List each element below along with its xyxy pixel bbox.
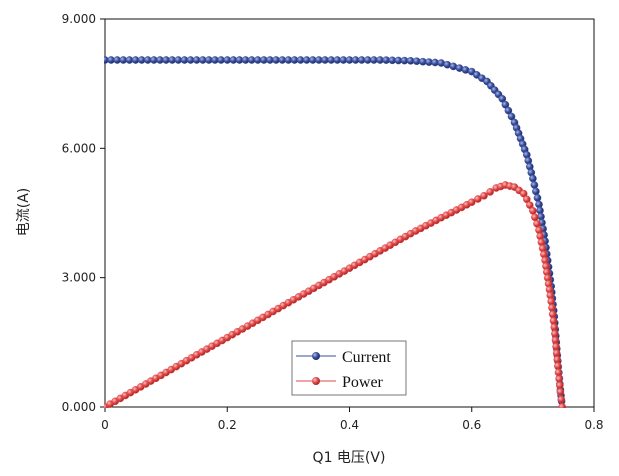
data-point-current: [529, 174, 537, 183]
x-tick-label: 0: [101, 418, 109, 432]
y-axis-ticks: 0.000 3.000 6.000 9.000: [62, 12, 105, 414]
data-point-power: [554, 368, 563, 377]
data-point-current: [498, 95, 507, 103]
data-point-power: [480, 191, 488, 200]
data-point-power: [547, 297, 556, 306]
data-point-power: [552, 349, 561, 357]
x-tick-label: 0.4: [340, 418, 359, 432]
y-tick-label: 3.000: [62, 271, 96, 285]
legend-current-marker: [312, 352, 320, 360]
data-point-power: [551, 329, 559, 338]
data-point-current: [532, 187, 540, 196]
x-tick-label: 0.6: [462, 418, 481, 432]
legend-power-label: Power: [342, 374, 384, 391]
data-point-power: [556, 381, 564, 390]
data-point-power: [557, 395, 566, 404]
data-point-current: [533, 194, 542, 202]
data-point-current: [530, 181, 539, 189]
data-point-power: [467, 198, 476, 206]
x-tick-label: 0.2: [218, 418, 237, 432]
data-point-power: [529, 206, 537, 215]
legend-current-label: Current: [342, 349, 391, 366]
data-point-power: [558, 403, 566, 408]
legend-power-marker: [312, 377, 320, 385]
series-layer: [104, 56, 566, 408]
x-axis-ticks: 0 0.2 0.4 0.6 0.8: [101, 407, 604, 432]
data-point-power: [551, 336, 560, 345]
x-axis-label: Q1 电压(V): [313, 450, 386, 466]
x-tick-label: 0.8: [584, 418, 603, 432]
series-power: [104, 181, 566, 408]
legend-box: [291, 340, 407, 396]
data-point-power: [554, 362, 562, 370]
data-point-power: [550, 323, 559, 332]
data-point-power: [555, 375, 564, 383]
y-tick-label: 6.000: [62, 141, 96, 155]
data-point-power: [552, 342, 560, 351]
data-point-current: [507, 112, 516, 121]
y-tick-label: 0.000: [62, 400, 96, 414]
data-point-power: [486, 188, 494, 196]
data-point-power: [548, 303, 556, 312]
legend: Current Power: [291, 340, 407, 396]
data-point-current: [504, 106, 513, 115]
data-point-power: [531, 213, 539, 222]
y-axis-label: 电流(A): [16, 188, 32, 237]
data-point-power: [474, 195, 482, 203]
data-point-power: [549, 316, 558, 325]
data-point-power: [548, 310, 557, 319]
data-point-power: [556, 388, 565, 396]
y-tick-label: 9.000: [62, 12, 96, 26]
data-point-power: [553, 355, 562, 364]
data-point-power: [533, 219, 541, 228]
